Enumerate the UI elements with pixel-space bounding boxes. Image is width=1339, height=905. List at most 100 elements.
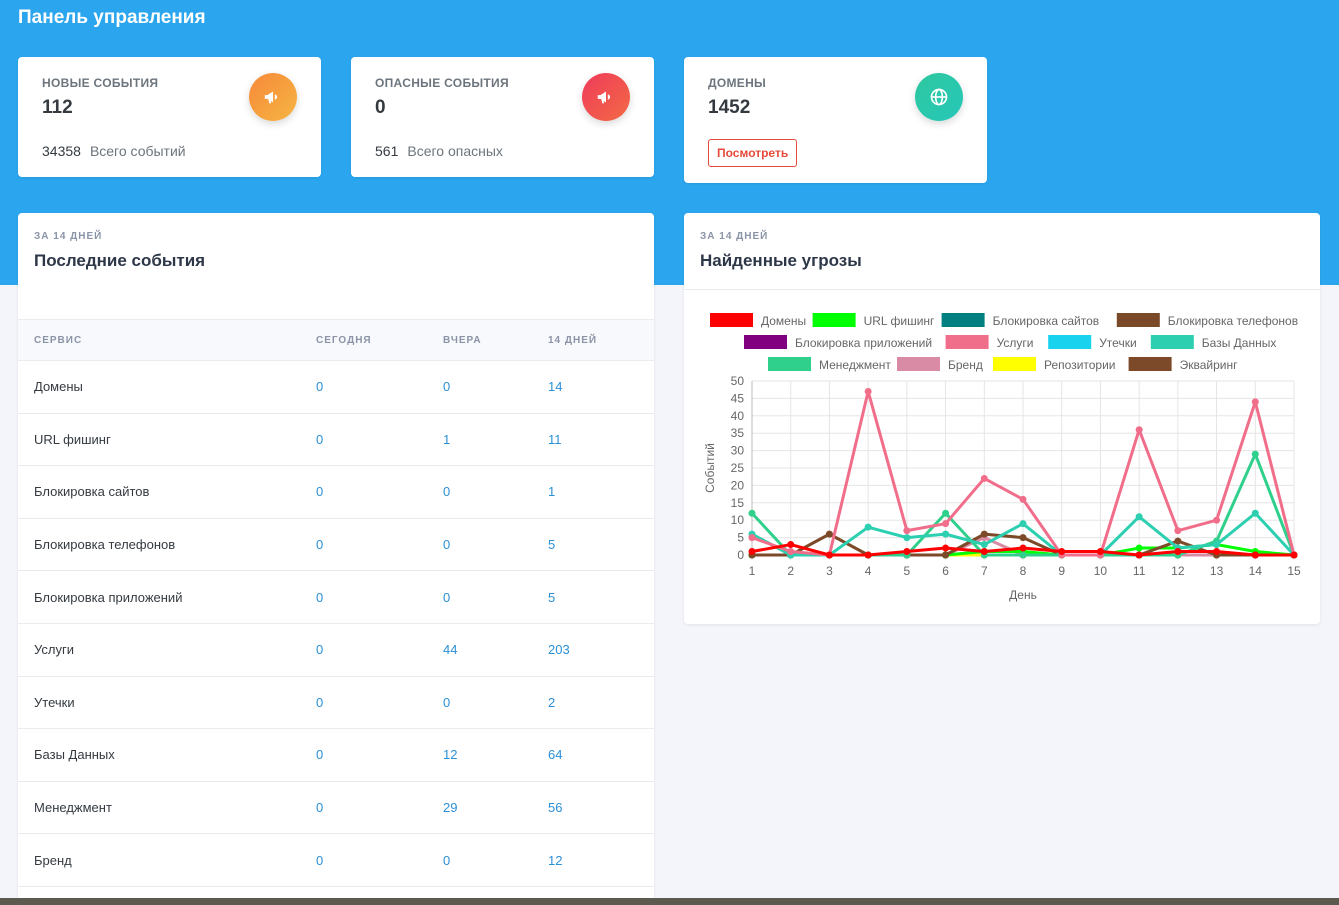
- data-point: [1019, 495, 1027, 503]
- card-label: НОВЫЕ СОБЫТИЯ: [42, 76, 159, 90]
- y-tick-label: 35: [731, 426, 745, 440]
- count-cell[interactable]: 56: [532, 781, 654, 835]
- legend-label: Блокировка телефонов: [1168, 314, 1298, 328]
- count-cell[interactable]: 12: [532, 833, 654, 887]
- count-cell[interactable]: 2: [532, 676, 654, 730]
- panel-title: Последние события: [34, 251, 206, 270]
- data-point: [942, 544, 950, 552]
- threats-chart: Домены URL фишинг Блокировка сайтов Блокиро…: [703, 313, 1301, 602]
- count-cell[interactable]: 0: [301, 570, 429, 624]
- count-cell[interactable]: 5: [532, 518, 654, 572]
- data-point: [1174, 527, 1182, 535]
- data-point: [1213, 541, 1221, 549]
- data-point: [942, 520, 950, 528]
- legend-label: Блокировка приложений: [795, 336, 932, 350]
- y-tick-label: 0: [737, 548, 744, 562]
- data-point: [1135, 513, 1143, 521]
- x-tick-label: 11: [1133, 564, 1146, 578]
- x-tick-label: 3: [826, 564, 833, 578]
- x-tick-label: 5: [904, 564, 911, 578]
- x-tick-label: 10: [1094, 564, 1108, 578]
- x-tick-label: 15: [1287, 564, 1301, 578]
- x-tick-label: 2: [787, 564, 794, 578]
- data-point: [903, 548, 911, 556]
- count-cell[interactable]: 64: [532, 728, 654, 782]
- count-cell[interactable]: 0: [301, 518, 429, 572]
- events-table: СЕРВИС СЕГОДНЯ ВЧЕРА 14 ДНЕЙ Домены 0 0 14 U…: [18, 319, 654, 887]
- count-cell[interactable]: 0: [429, 833, 532, 887]
- data-point: [1290, 551, 1298, 559]
- count-cell[interactable]: 29: [429, 781, 532, 835]
- panel-subtitle: ЗА 14 ДНЕЙ: [700, 231, 769, 242]
- y-tick-label: 10: [731, 513, 745, 527]
- count-cell[interactable]: 11: [532, 413, 654, 467]
- count-cell[interactable]: 0: [301, 833, 429, 887]
- y-tick-label: 45: [731, 391, 745, 405]
- x-tick-label: 4: [865, 564, 872, 578]
- table-row: Блокировка телефонов 0 0 5: [18, 518, 654, 572]
- table-header-row: СЕРВИС СЕГОДНЯ ВЧЕРА 14 ДНЕЙ: [18, 319, 654, 361]
- legend-swatch: [744, 335, 787, 349]
- count-cell[interactable]: 0: [301, 781, 429, 835]
- legend-swatch: [1128, 357, 1172, 371]
- x-tick-label: 6: [942, 564, 949, 578]
- data-point: [787, 541, 795, 549]
- x-axis-label: День: [1009, 588, 1037, 602]
- data-point: [1251, 398, 1259, 406]
- count-cell[interactable]: 0: [429, 360, 532, 414]
- count-cell[interactable]: 0: [301, 728, 429, 782]
- data-point: [980, 541, 988, 549]
- count-cell[interactable]: 0: [429, 676, 532, 730]
- legend-label: Эквайринг: [1180, 358, 1238, 372]
- table-row: Менеджмент 0 29 56: [18, 781, 654, 835]
- count-cell[interactable]: 1: [429, 413, 532, 467]
- count-cell[interactable]: 5: [532, 570, 654, 624]
- service-name-cell: URL фишинг: [18, 413, 301, 467]
- count-cell[interactable]: 0: [301, 465, 429, 519]
- service-name-cell: Утечки: [18, 676, 301, 730]
- card-foot: 34358 Всего событий: [42, 143, 186, 159]
- column-header[interactable]: СЕГОДНЯ: [301, 319, 429, 361]
- y-tick-label: 40: [731, 409, 745, 423]
- count-cell[interactable]: 0: [301, 623, 429, 677]
- column-header[interactable]: СЕРВИС: [18, 319, 301, 361]
- legend-swatch: [768, 357, 811, 371]
- service-name-cell: Бренд: [18, 833, 301, 887]
- count-cell[interactable]: 0: [429, 465, 532, 519]
- panel-subtitle: ЗА 14 ДНЕЙ: [34, 231, 103, 242]
- count-cell[interactable]: 14: [532, 360, 654, 414]
- column-header[interactable]: 14 ДНЕЙ: [532, 319, 654, 361]
- view-domains-button[interactable]: Посмотреть: [708, 139, 798, 167]
- data-point: [1135, 544, 1143, 552]
- count-cell[interactable]: 0: [301, 413, 429, 467]
- legend-label: Блокировка сайтов: [993, 314, 1100, 328]
- x-tick-label: 12: [1171, 564, 1185, 578]
- legend-label: Репозитории: [1044, 358, 1116, 372]
- data-point: [1174, 537, 1182, 545]
- count-cell[interactable]: 12: [429, 728, 532, 782]
- legend-swatch: [993, 357, 1036, 371]
- count-cell[interactable]: 0: [301, 360, 429, 414]
- legend-swatch: [812, 313, 856, 327]
- table-row: Услуги 0 44 203: [18, 623, 654, 677]
- y-tick-label: 50: [731, 374, 745, 388]
- count-cell[interactable]: 44: [429, 623, 532, 677]
- megaphone-icon: [582, 73, 630, 121]
- data-point: [864, 551, 872, 559]
- card-foot-value: 561: [375, 143, 399, 159]
- data-point: [1019, 551, 1027, 559]
- legend-swatch: [897, 357, 940, 371]
- table-row: Утечки 0 0 2: [18, 676, 654, 730]
- legend-swatch: [945, 335, 989, 349]
- count-cell[interactable]: 0: [301, 676, 429, 730]
- count-cell[interactable]: 203: [532, 623, 654, 677]
- count-cell[interactable]: 1: [532, 465, 654, 519]
- column-header[interactable]: ВЧЕРА: [429, 319, 532, 361]
- count-cell[interactable]: 0: [429, 518, 532, 572]
- megaphone-icon: [249, 73, 297, 121]
- service-name-cell: Базы Данных: [18, 728, 301, 782]
- data-point: [1096, 548, 1104, 556]
- card-value: 1452: [708, 97, 751, 118]
- legend-label: Утечки: [1099, 336, 1136, 350]
- count-cell[interactable]: 0: [429, 570, 532, 624]
